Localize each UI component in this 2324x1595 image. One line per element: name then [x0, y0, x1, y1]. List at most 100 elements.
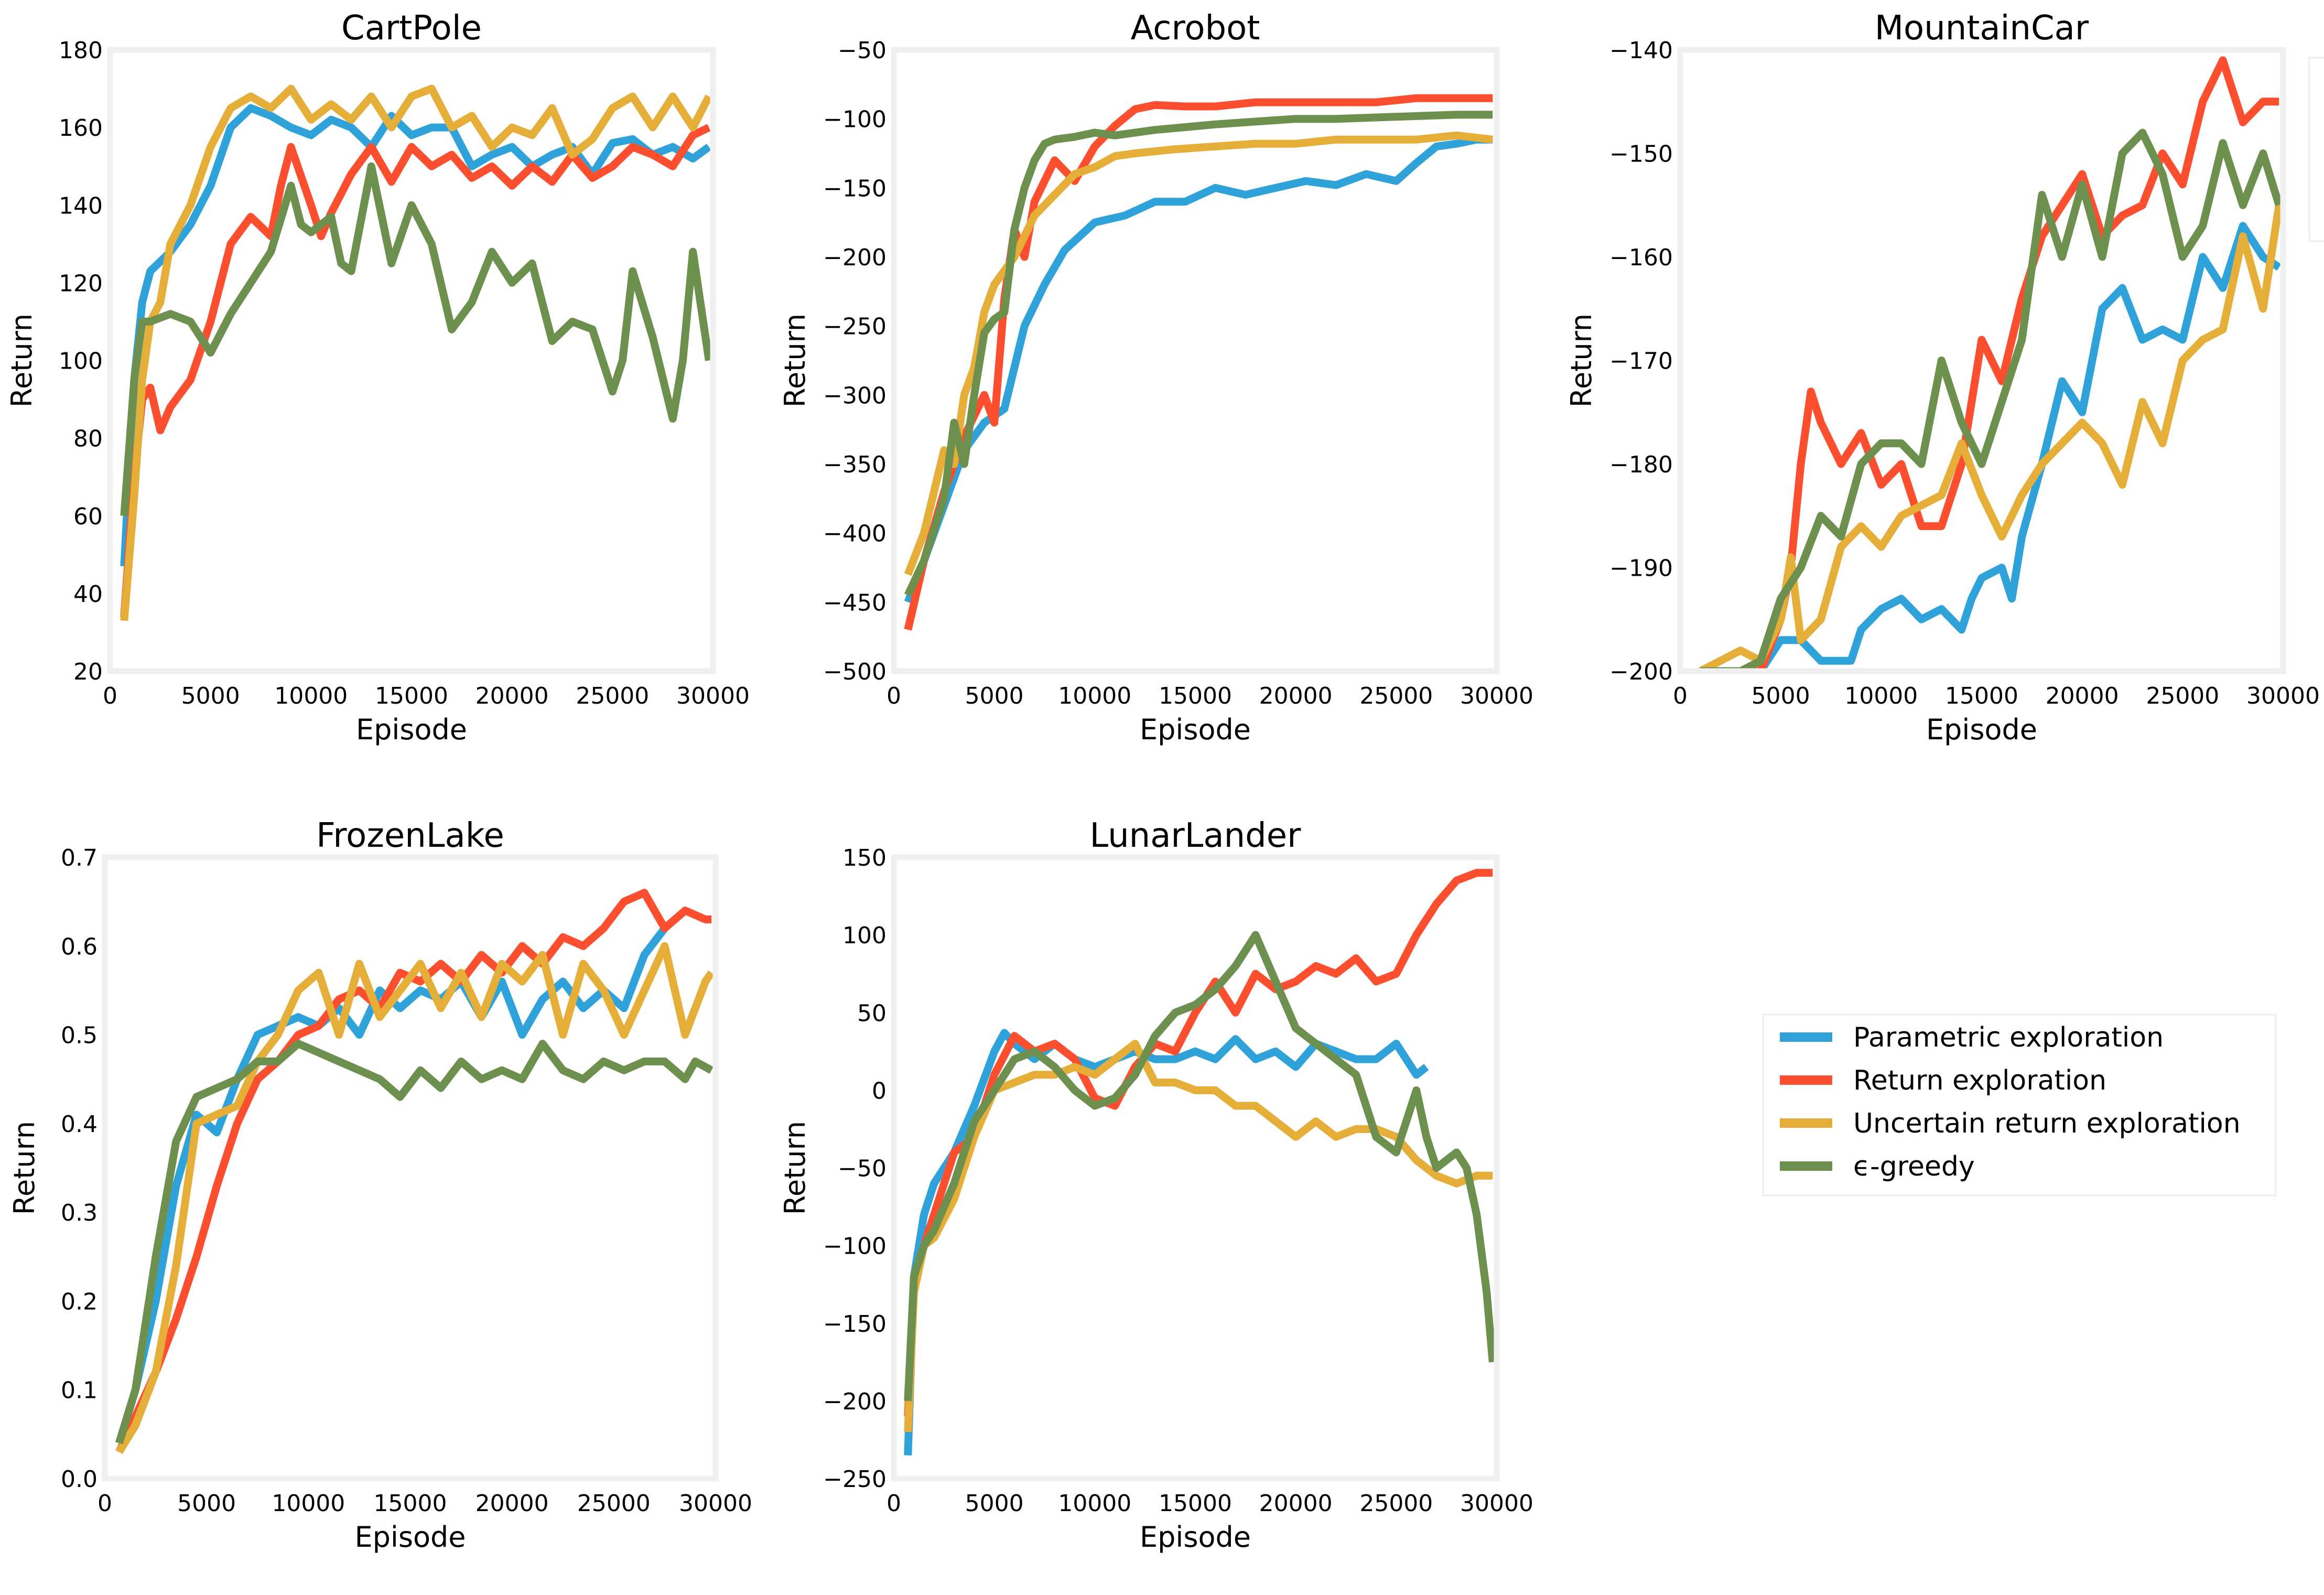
y-tick-label: −180	[1609, 451, 1673, 478]
chart-title: FrozenLake	[316, 816, 504, 855]
x-axis-label: Episode	[354, 1521, 466, 1554]
x-tick-label: 15000	[1159, 683, 1232, 709]
series-line-return-exploration	[904, 94, 1493, 631]
x-tick-label: 5000	[181, 683, 240, 709]
chart-title: LunarLander	[1090, 816, 1302, 855]
plot-acrobot: 0 5000 10000 15000 20000 25000 30000 −500 −450 −4…	[779, 9, 1533, 746]
y-tick-label: 100	[59, 348, 103, 375]
y-tick-label: 40	[73, 581, 103, 608]
y-tick-label: 0.1	[61, 1377, 98, 1404]
x-tick-label: 0	[98, 1490, 112, 1517]
x-tick-label: 20000	[1259, 683, 1333, 709]
legend-partial-edge	[2308, 57, 2324, 242]
y-tick-label: 20	[73, 659, 103, 685]
series-line-parametric-exploration	[1700, 222, 2282, 671]
x-tick-label: 10000	[274, 683, 348, 709]
y-tick-label: −100	[823, 106, 887, 133]
y-tick-label: −100	[823, 1233, 887, 1260]
x-tick-label: 30000	[2246, 683, 2320, 709]
x-axis-label: Episode	[1140, 1521, 1251, 1554]
chart-title: MountainCar	[1875, 9, 2089, 48]
y-tick-label: −200	[823, 1388, 887, 1415]
legend-box	[1762, 1014, 2277, 1197]
axes-frame	[891, 47, 1500, 674]
x-tick-label: 10000	[1058, 1490, 1131, 1517]
x-tick-label: 5000	[965, 1490, 1024, 1517]
series-line-greedy	[904, 111, 1493, 597]
x-tick-label: 0	[1673, 683, 1688, 709]
y-tick-label: −200	[1609, 659, 1673, 685]
y-tick-label: −300	[823, 382, 887, 409]
y-tick-label: 0.0	[61, 1466, 98, 1493]
y-tick-label: −150	[823, 1311, 887, 1338]
y-tick-label: −350	[823, 451, 887, 478]
chart-title: Acrobot	[1131, 9, 1260, 48]
y-tick-label: −170	[1609, 348, 1673, 375]
x-tick-label: 20000	[2046, 683, 2119, 709]
series-line-return-exploration	[120, 124, 711, 617]
y-tick-label: 100	[842, 922, 887, 949]
x-tick-label: 15000	[375, 683, 448, 709]
x-tick-label: 15000	[1945, 683, 2018, 709]
series-line-uncertain-return-exploration	[115, 942, 715, 1454]
x-tick-label: 30000	[679, 1490, 752, 1517]
legend-label: Parametric exploration	[1853, 1022, 2164, 1053]
x-tick-label: 0	[103, 683, 117, 709]
y-tick-label: 0.6	[61, 933, 98, 960]
plot-lunarlander: 0 5000 10000 15000 20000 25000 30000 −250 −200 −1…	[779, 816, 1533, 1554]
x-tick-label: 30000	[1460, 1490, 1533, 1517]
y-tick-label: −50	[838, 1156, 887, 1182]
x-tick-label: 25000	[1359, 1490, 1433, 1517]
plot-cartpole: 0 5000 10000 15000 20000 25000 30000 20 40 60 80 10…	[5, 9, 750, 746]
y-tick-label: −200	[823, 244, 887, 271]
x-tick-label: 20000	[1259, 1490, 1333, 1517]
series-line-return-exploration	[115, 889, 712, 1454]
series-line-greedy	[904, 931, 1497, 1402]
series-line-greedy	[115, 1040, 714, 1445]
y-tick-label: 0.7	[61, 845, 98, 871]
plot-frozenlake: 0 5000 10000 15000 20000 25000 30000 0.0 0.1 0.2 0…	[8, 816, 752, 1554]
legend-label: Uncertain return exploration	[1853, 1108, 2241, 1139]
x-tick-label: 15000	[374, 1490, 447, 1517]
x-tick-label: 20000	[475, 683, 549, 709]
y-tick-label: 180	[59, 37, 103, 64]
y-axis-label: Return	[779, 1121, 812, 1215]
y-tick-label: −150	[823, 175, 887, 202]
y-tick-label: −450	[823, 589, 887, 616]
x-tick-label: 15000	[1159, 1490, 1232, 1517]
y-tick-label: −250	[823, 1466, 887, 1493]
y-tick-label: 50	[857, 1000, 887, 1027]
y-axis-label: Return	[8, 1121, 41, 1215]
y-tick-label: 0	[872, 1077, 887, 1104]
y-tick-label: −500	[823, 659, 887, 685]
y-tick-label: −160	[1609, 244, 1673, 271]
y-axis-label: Return	[779, 314, 812, 407]
y-tick-label: 0.4	[61, 1111, 98, 1138]
x-tick-label: 10000	[272, 1490, 345, 1517]
series-line-uncertain-return-exploration	[1698, 204, 2283, 671]
series-line-uncertain-return-exploration	[904, 131, 1494, 576]
x-tick-label: 25000	[577, 1490, 651, 1517]
series-line-uncertain-return-exploration	[120, 84, 712, 621]
y-tick-label: 80	[73, 426, 103, 452]
x-tick-label: 25000	[1359, 683, 1433, 709]
series-line-greedy	[120, 162, 713, 516]
y-tick-label: 0.5	[61, 1022, 98, 1049]
y-tick-label: −250	[823, 314, 887, 340]
y-tick-label: −50	[838, 37, 887, 64]
y-tick-label: −190	[1609, 555, 1673, 582]
series-line-uncertain-return-exploration	[904, 1040, 1493, 1432]
y-tick-label: 0.3	[61, 1200, 98, 1226]
x-axis-label: Episode	[356, 713, 467, 746]
series-line-parametric-exploration	[120, 104, 711, 567]
series-line-parametric-exploration	[904, 135, 1493, 604]
x-tick-label: 0	[887, 683, 901, 709]
x-tick-label: 0	[887, 1490, 901, 1517]
y-tick-label: 140	[59, 192, 103, 219]
y-tick-label: −140	[1609, 37, 1673, 64]
y-tick-label: −150	[1609, 141, 1673, 168]
axes-frame	[891, 854, 1500, 1482]
x-tick-label: 30000	[1460, 683, 1533, 709]
series-line-greedy	[1700, 128, 2283, 671]
